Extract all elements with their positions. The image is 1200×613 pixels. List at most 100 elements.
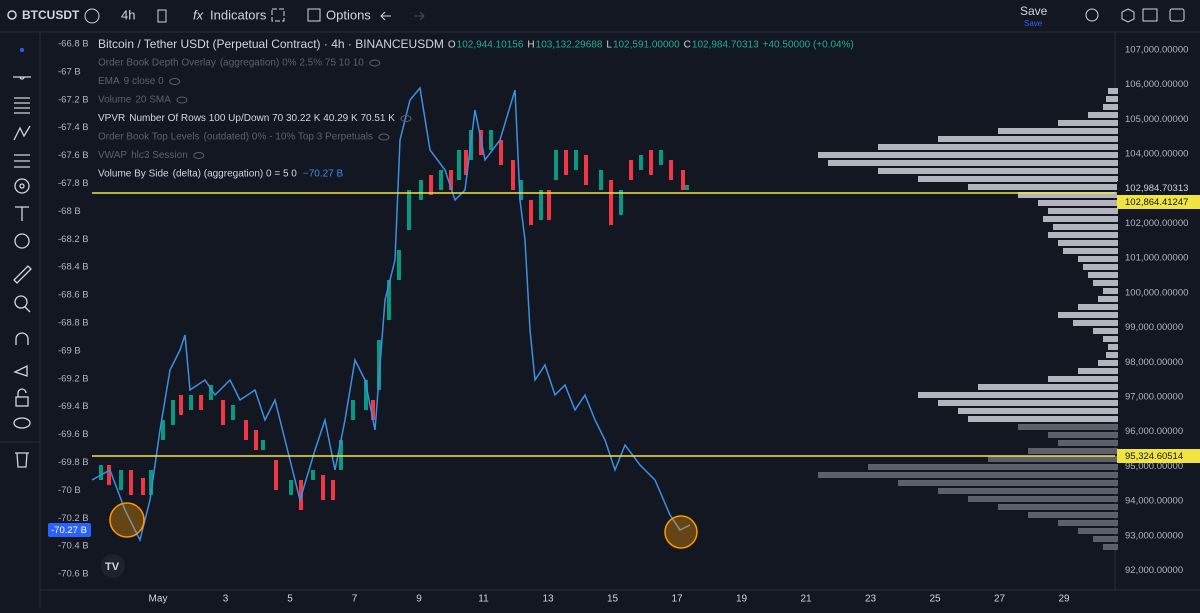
price-marker: 102,864.41247 <box>1125 197 1188 208</box>
time-axis-label: 21 <box>800 594 812 605</box>
right-axis-label: 94,000.00000 <box>1125 496 1183 507</box>
time-axis-label: 11 <box>478 594 489 605</box>
settings[interactable] <box>1121 8 1135 23</box>
left-axis-label: -70.2 B <box>58 513 89 524</box>
left-axis-label: -67.4 B <box>58 122 89 133</box>
delta-line <box>91 86 691 543</box>
time-axis-label: 23 <box>865 594 877 605</box>
time-axis-label: 29 <box>1058 594 1070 605</box>
visibility-icon <box>193 152 205 159</box>
right-axis-label: 95,000.00000 <box>1125 461 1183 472</box>
left-axis-marker-bg <box>48 523 91 537</box>
left-axis-label: -68.2 B <box>58 234 89 245</box>
right-axis-label: 101,000.00000 <box>1125 253 1188 264</box>
right-axis-label: 98,000.00000 <box>1125 357 1183 368</box>
price-marker-bg <box>1117 181 1200 195</box>
right-axis-label: 106,000.00000 <box>1125 79 1188 90</box>
left-axis-label: -70.6 B <box>58 569 89 580</box>
left-axis-label: -68 B <box>58 206 81 217</box>
price-marker-bg <box>1117 195 1200 209</box>
left-axis-label: -69.6 B <box>58 429 89 440</box>
indicator-name: EMA <box>98 76 120 87</box>
left-axis-label: -67 B <box>58 66 81 77</box>
indicator-params: (outdated) 0% - 10% Top 3 Perpetuals <box>204 132 373 143</box>
highlight-circle <box>109 502 145 538</box>
right-axis-label: 92,000.00000 <box>1125 565 1183 576</box>
quote-label: L <box>606 40 612 51</box>
indicator-params: 9 close 0 <box>124 76 164 87</box>
price-marker: 95,324.60514 <box>1125 451 1183 462</box>
quote-label: C <box>684 40 691 51</box>
indicator-name: Volume By Side <box>98 169 169 180</box>
visibility-icon <box>176 96 188 104</box>
highlight-circle <box>664 515 698 549</box>
indicator-name: Volume <box>98 95 132 106</box>
options[interactable]: Options <box>326 7 371 22</box>
time-axis-label: 3 <box>223 594 229 605</box>
save[interactable]: Save <box>1020 4 1048 18</box>
time-axis-label: 13 <box>542 594 554 605</box>
right-axis-label: 105,000.00000 <box>1125 114 1188 125</box>
right-axis-label: 100,000.00000 <box>1125 287 1188 298</box>
visibility-icon <box>378 133 390 141</box>
layouts[interactable] <box>271 8 285 22</box>
volume-profile <box>818 424 1118 550</box>
left-axis-label: -69.4 B <box>58 401 89 412</box>
symbol[interactable]: BTCUSDT <box>22 8 80 22</box>
fx-icon: fx <box>193 7 204 22</box>
left-axis-label: -67.6 B <box>58 150 89 161</box>
time-axis-label: 9 <box>416 594 422 605</box>
indicator-params: (aggregation) 0% 2.5% 75 10 10 <box>220 58 364 69</box>
chart-type[interactable] <box>157 9 167 23</box>
left-axis-marker: -70.27 B <box>51 525 87 536</box>
drawing-tools[interactable] <box>13 48 32 468</box>
fullscreen[interactable] <box>1142 8 1158 22</box>
quote-label: O <box>448 40 456 51</box>
time-axis-label: 27 <box>994 594 1006 605</box>
right-axis-label: 96,000.00000 <box>1125 426 1183 437</box>
left-axis-label: -70.4 B <box>58 541 89 552</box>
indicators[interactable]: Indicators <box>210 7 267 22</box>
left-axis-label: -68.8 B <box>58 318 89 329</box>
left-axis-label: -68.4 B <box>58 262 89 273</box>
add-symbol[interactable] <box>84 8 100 24</box>
options-icon <box>307 8 321 22</box>
volume-profile <box>818 88 1118 422</box>
time-axis-label: 17 <box>671 594 683 605</box>
left-axis-label: -68.6 B <box>58 290 89 301</box>
redo[interactable] <box>414 11 425 21</box>
right-axis-label: 104,000.00000 <box>1125 149 1188 160</box>
time-axis-label: May <box>149 594 168 605</box>
quote-value: 102,984.70313 <box>692 40 759 51</box>
time-axis-label: 7 <box>352 594 358 605</box>
indicator-params: Number Of Rows 100 Up/Down 70 30.22 K 40… <box>129 113 395 124</box>
symbol-title: Bitcoin / Tether USDt (Perpetual Contrac… <box>98 37 444 51</box>
interval[interactable]: 4h <box>121 7 135 22</box>
left-axis-label: -69.2 B <box>58 373 89 384</box>
top-toolbar <box>0 0 1200 32</box>
time-axis-label: 25 <box>929 594 941 605</box>
search-icon[interactable] <box>7 10 17 20</box>
undo[interactable] <box>380 11 391 21</box>
indicator-params: 20 SMA <box>135 95 171 106</box>
quote-value: 103,132.29688 <box>536 40 603 51</box>
time-axis-label: 19 <box>736 594 748 605</box>
indicator-params: (delta) (aggregation) 0 = 5 0 <box>173 169 298 180</box>
indicator-name: Order Book Top Levels <box>98 132 200 143</box>
right-axis-label: 97,000.00000 <box>1125 392 1183 403</box>
logo[interactable] <box>101 554 125 578</box>
snapshot[interactable] <box>1169 8 1185 22</box>
left-axis-label: -69.8 B <box>58 457 89 468</box>
time-axis-label: 5 <box>287 594 293 605</box>
quick-search[interactable] <box>1085 8 1099 22</box>
quote-label: H <box>527 40 534 51</box>
visibility-icon <box>369 59 381 67</box>
legend: Bitcoin / Tether USDt (Perpetual Contrac… <box>98 37 444 51</box>
right-axis-label: 107,000.00000 <box>1125 45 1188 56</box>
visibility-icon <box>400 115 412 122</box>
logo-mark: TV <box>105 561 120 573</box>
indicator-name: VWAP <box>98 150 127 161</box>
